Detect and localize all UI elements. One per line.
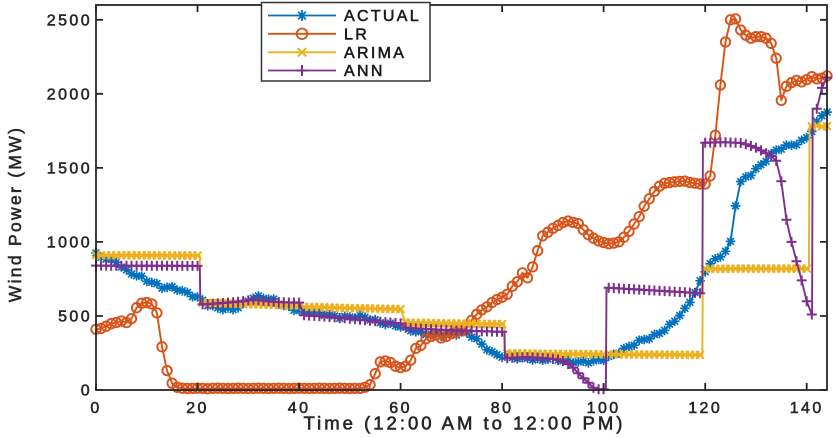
svg-text:LR: LR (344, 26, 369, 43)
svg-text:1500: 1500 (47, 160, 92, 177)
svg-text:0: 0 (81, 383, 92, 400)
svg-text:2500: 2500 (47, 12, 92, 29)
svg-text:100: 100 (587, 400, 621, 417)
svg-text:40: 40 (288, 400, 311, 417)
svg-text:2000: 2000 (47, 86, 92, 103)
svg-text:ARIMA: ARIMA (344, 45, 406, 62)
svg-text:140: 140 (790, 400, 824, 417)
svg-text:Wind Power (MW): Wind Power (MW) (5, 126, 25, 302)
svg-text:500: 500 (58, 309, 92, 326)
svg-text:1000: 1000 (47, 234, 92, 251)
svg-text:Time (12:00 AM to 12:00 PM): Time (12:00 AM to 12:00 PM) (304, 413, 626, 434)
svg-text:ACTUAL: ACTUAL (344, 8, 421, 25)
svg-text:120: 120 (688, 400, 722, 417)
svg-text:80: 80 (491, 400, 514, 417)
svg-text:ANN: ANN (344, 63, 385, 80)
svg-text:60: 60 (389, 400, 412, 417)
svg-text:20: 20 (186, 400, 209, 417)
svg-text:0: 0 (90, 400, 101, 417)
